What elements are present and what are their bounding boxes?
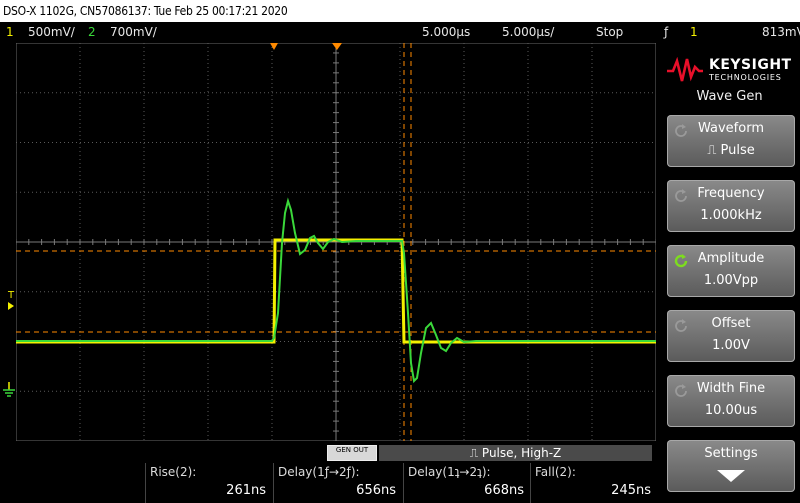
trigger-level[interactable]: 813mV — [762, 25, 800, 39]
measurement-delay-rising[interactable]: Delay(1ƒ→2ƒ): 656ns — [273, 463, 400, 503]
softkey-value: 1.00Vpp — [703, 273, 759, 288]
ch1-number[interactable]: 1 — [6, 25, 14, 39]
brand-logo: KEYSIGHT TECHNOLOGIES — [667, 51, 795, 85]
measurement-bar: GEN OUT ⎍ Pulse, High-Z Rise(2): 261ns D… — [0, 443, 659, 503]
pulse-shape-icon: ⎍ — [469, 446, 482, 460]
time-delay[interactable]: 5.000µs — [422, 25, 471, 39]
waveform-display[interactable] — [16, 43, 656, 441]
window-title: DSO-X 1102G, CN57086137: Tue Feb 25 00:1… — [0, 0, 800, 22]
softkey-label: Amplitude — [697, 251, 765, 266]
ch2-number[interactable]: 2 — [88, 25, 96, 39]
entry-knob-icon — [675, 319, 687, 332]
ch2-scale[interactable]: 700mV/ — [110, 25, 157, 39]
delay-reference-marker[interactable] — [332, 43, 342, 50]
brand-subtitle: TECHNOLOGIES — [709, 73, 782, 82]
softkey-frequency[interactable]: Frequency 1.000kHz — [667, 180, 795, 232]
softkey-value: ⎍ Pulse — [707, 143, 755, 158]
entry-knob-icon — [675, 384, 687, 397]
status-bar: 1 500mV/ 2 700mV/ 5.000µs 5.000µs/ Stop … — [0, 22, 800, 42]
ch2-trace — [16, 197, 656, 384]
gen-out-indicator[interactable]: GEN OUT — [327, 445, 377, 461]
entry-knob-active-icon — [674, 254, 688, 268]
ground-marker-icon[interactable] — [2, 382, 16, 398]
trigger-level-arrow-icon — [8, 302, 14, 310]
menu-title: Wave Gen — [696, 89, 763, 104]
measurement-name: Fall(2): — [535, 465, 576, 479]
softkey-amplitude[interactable]: Amplitude 1.00Vpp — [667, 245, 795, 297]
entry-knob-icon — [675, 124, 687, 137]
softkey-label: Settings — [704, 446, 758, 461]
softkey-value: 1.000kHz — [700, 208, 762, 223]
trigger-level-marker[interactable]: T — [8, 291, 16, 311]
softkey-value: 10.00us — [704, 403, 758, 418]
submenu-arrow-down-icon — [717, 470, 745, 482]
trigger-channel[interactable]: 1 — [690, 25, 698, 39]
softkey-value: 1.00V — [712, 338, 750, 353]
keysight-wave-icon — [667, 57, 703, 82]
measurement-value: 656ns — [356, 483, 396, 498]
measurement-delay-falling[interactable]: Delay(1ʇ→2ʇ): 668ns — [403, 463, 528, 503]
softkey-width-fine[interactable]: Width Fine 10.00us — [667, 375, 795, 427]
softkey-label: Frequency — [697, 186, 765, 201]
softkey-settings[interactable]: Settings — [667, 440, 795, 492]
graticule — [16, 43, 656, 441]
measurement-name: Delay(1ʇ→2ʇ): — [408, 465, 491, 479]
entry-knob-icon — [675, 189, 687, 202]
softkey-waveform[interactable]: Waveform ⎍ Pulse — [667, 115, 795, 167]
ch1-scale[interactable]: 500mV/ — [28, 25, 75, 39]
trigger-edge-icon: ƒ — [664, 25, 669, 39]
softkey-label: Offset — [711, 316, 751, 331]
time-scale[interactable]: 5.000µs/ — [502, 25, 555, 39]
trigger-level-label: T — [8, 290, 15, 301]
softkey-menu: KEYSIGHT TECHNOLOGIES Wave Gen Waveform … — [659, 43, 800, 503]
measurement-name: Rise(2): — [150, 465, 197, 479]
measurement-value: 261ns — [226, 483, 266, 498]
measurement-rise[interactable]: Rise(2): 261ns — [145, 463, 270, 503]
brand-name: KEYSIGHT — [709, 57, 792, 73]
measurement-name: Delay(1ƒ→2ƒ): — [278, 465, 360, 479]
measurement-value: 245ns — [611, 483, 651, 498]
softkey-offset[interactable]: Offset 1.00V — [667, 310, 795, 362]
measurement-value: 668ns — [484, 483, 524, 498]
measurement-fall[interactable]: Fall(2): 245ns — [530, 463, 655, 503]
softkey-label: Waveform — [698, 121, 764, 136]
trigger-position-marker[interactable] — [270, 43, 278, 50]
softkey-label: Width Fine — [696, 381, 766, 396]
pulse-shape-icon: ⎍ — [707, 143, 721, 158]
run-state[interactable]: Stop — [596, 25, 624, 39]
wavegen-summary[interactable]: ⎍ Pulse, High-Z — [379, 445, 652, 461]
